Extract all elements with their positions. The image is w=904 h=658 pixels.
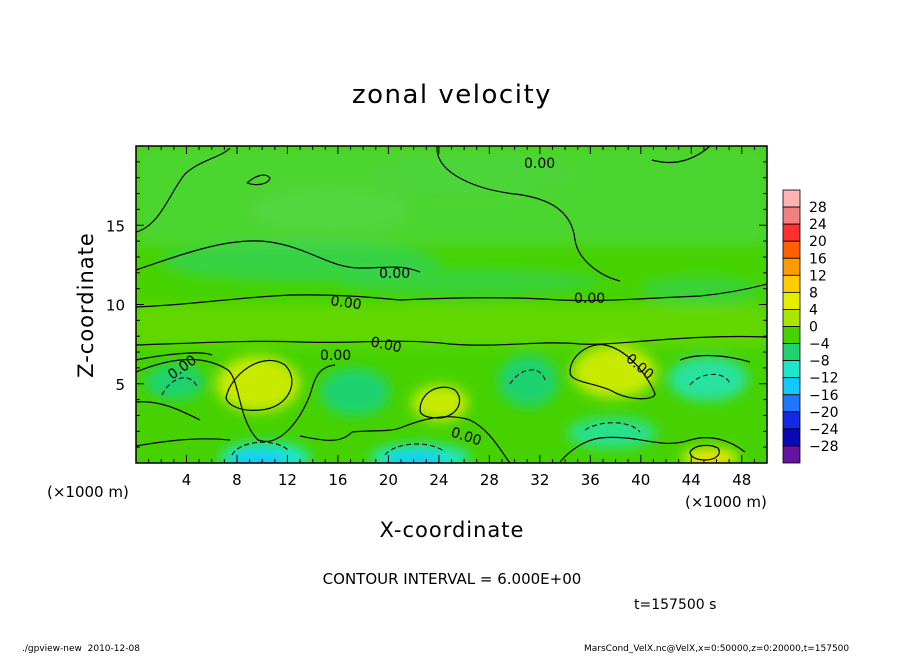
colorbar-label: 8 — [809, 285, 818, 301]
colorbar-label: −12 — [809, 371, 839, 387]
x-tick-label: 32 — [530, 471, 549, 489]
colorbar-swatch — [782, 274, 801, 293]
colorbar-swatch — [782, 309, 801, 327]
x-tick-label: 12 — [278, 471, 297, 489]
x-unit-left: (×1000 m) — [47, 483, 129, 501]
y-tick-labels: 5 10 15 — [106, 217, 125, 394]
y-tick-label: 10 — [106, 297, 125, 315]
footer-left: ./gpview-new 2010-12-08 — [22, 644, 140, 654]
colorbar-swatch — [782, 326, 801, 344]
x-tick-label: 20 — [379, 471, 398, 489]
x-tick-label: 40 — [631, 471, 650, 489]
colorbar-swatch — [782, 411, 801, 430]
colorbar-label: −20 — [809, 405, 839, 421]
colorbar-swatch — [782, 206, 801, 225]
contour-label: 0.00 — [379, 266, 410, 282]
axis-ticks — [136, 146, 767, 463]
x-axis-title: X-coordinate — [380, 518, 525, 542]
footer-right: MarsCond_VelX.nc@VelX,x=0:50000,z=0:2000… — [584, 644, 849, 654]
x-tick-label: 16 — [328, 471, 347, 489]
time-label: t=157500 s — [634, 597, 716, 613]
colorbar-swatch — [782, 240, 801, 259]
contour-label: 0.00 — [524, 156, 555, 172]
y-tick-label: 5 — [115, 376, 125, 394]
colorbar-label: 4 — [809, 302, 818, 318]
colorbar-label: −8 — [809, 354, 830, 370]
colorbar-swatch — [782, 189, 801, 208]
x-tick-label: 4 — [182, 471, 192, 489]
colorbar-label: 24 — [809, 217, 827, 233]
chart-title: zonal velocity — [352, 80, 552, 110]
x-tick-labels: 4 8 12 16 20 24 28 32 36 40 44 48 — [182, 471, 752, 489]
colorbar-swatch — [782, 377, 801, 396]
x-tick-label: 24 — [429, 471, 448, 489]
x-tick-label: 28 — [480, 471, 499, 489]
colorbar-swatch — [782, 343, 801, 362]
colorbar-swatch — [782, 223, 801, 242]
colorbar-swatch — [782, 445, 801, 464]
colorbar-swatch — [782, 291, 801, 310]
x-tick-label: 48 — [732, 471, 751, 489]
colorbar-label: 16 — [809, 251, 827, 267]
x-tick-label: 44 — [682, 471, 701, 489]
y-tick-label: 15 — [106, 217, 125, 235]
contour-label: 0.00 — [329, 293, 362, 313]
contour-interval: CONTOUR INTERVAL = 6.000E+00 — [323, 570, 582, 588]
colorbar-label: 0 — [809, 320, 818, 336]
contour-label: 0.00 — [320, 348, 351, 364]
colorbar-label: 20 — [809, 234, 827, 250]
colorbar-label: 28 — [809, 200, 827, 216]
colorbar-swatch — [782, 360, 801, 379]
contour-label: 0.00 — [369, 334, 403, 356]
colorbar-label: 12 — [809, 268, 827, 284]
contour-label: 0.00 — [574, 291, 605, 307]
colorbar-swatch — [782, 428, 801, 447]
x-tick-label: 8 — [232, 471, 242, 489]
colorbar-swatch — [782, 257, 801, 276]
y-axis-title: Z-coordinate — [74, 232, 98, 378]
colorbar-label: −28 — [809, 439, 839, 455]
colorbar-label: −16 — [809, 388, 839, 404]
velocity-field — [136, 146, 767, 463]
colorbar-label: −4 — [809, 337, 830, 353]
colorbar-label: −24 — [809, 422, 839, 438]
colorbar-swatch — [782, 394, 801, 413]
x-unit-right: (×1000 m) — [685, 493, 767, 511]
x-tick-label: 36 — [581, 471, 600, 489]
